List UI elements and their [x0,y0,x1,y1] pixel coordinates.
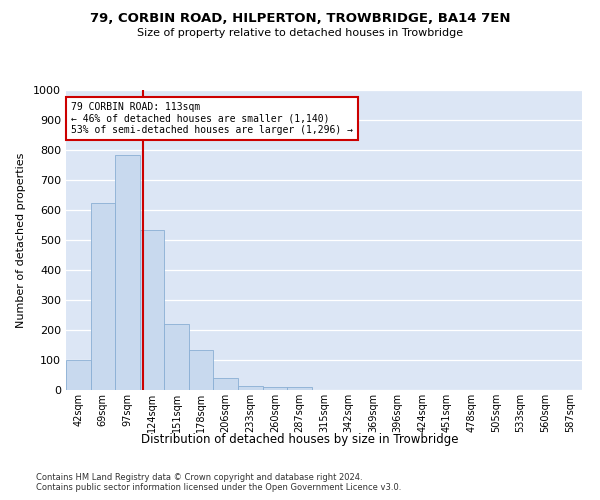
Bar [189,350,214,390]
Text: 79, CORBIN ROAD, HILPERTON, TROWBRIDGE, BA14 7EN: 79, CORBIN ROAD, HILPERTON, TROWBRIDGE, … [90,12,510,26]
Text: Distribution of detached houses by size in Trowbridge: Distribution of detached houses by size … [141,432,459,446]
Bar [238,386,263,390]
Bar [263,387,287,390]
Y-axis label: Number of detached properties: Number of detached properties [16,152,26,328]
Text: Contains HM Land Registry data © Crown copyright and database right 2024.: Contains HM Land Registry data © Crown c… [36,472,362,482]
Text: Size of property relative to detached houses in Trowbridge: Size of property relative to detached ho… [137,28,463,38]
Bar [66,360,91,390]
Bar [115,154,140,390]
Bar [287,387,312,390]
Bar [214,378,238,390]
Text: 79 CORBIN ROAD: 113sqm
← 46% of detached houses are smaller (1,140)
53% of semi-: 79 CORBIN ROAD: 113sqm ← 46% of detached… [71,102,353,135]
Bar [164,324,189,390]
Bar [91,202,115,390]
Text: Contains public sector information licensed under the Open Government Licence v3: Contains public sector information licen… [36,482,401,492]
Bar [140,230,164,390]
